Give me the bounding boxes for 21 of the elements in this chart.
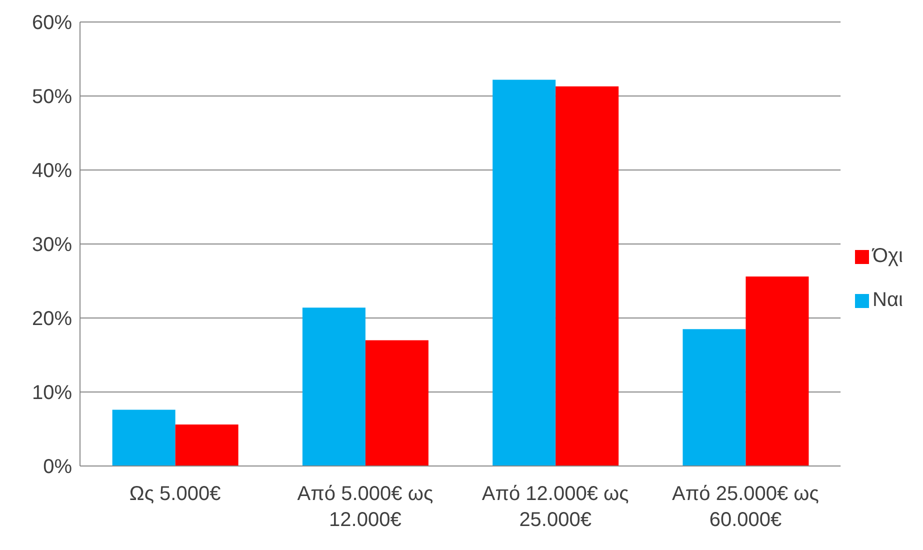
y-tick-label: 30%	[32, 234, 72, 256]
x-tick-label: Από 5.000€ ως 12.000€	[297, 483, 434, 531]
bar	[492, 80, 556, 466]
bar	[746, 276, 809, 466]
y-tick-label: 20%	[32, 308, 72, 330]
bar	[175, 424, 238, 466]
x-tick-label: Ως 5.000€	[129, 483, 221, 505]
x-tick-label: Από 25.000€ ως 60.000€	[672, 483, 820, 531]
y-tick-label: 60%	[32, 12, 72, 34]
bar	[682, 329, 746, 466]
y-tick-label: 40%	[32, 160, 72, 182]
x-tick-label: Από 12.000€ ως 25.000€	[482, 483, 630, 531]
bar	[556, 86, 619, 466]
y-tick-label: 0%	[43, 456, 72, 478]
y-tick-label: 10%	[32, 382, 72, 404]
bar	[112, 410, 176, 466]
bar	[365, 340, 428, 466]
bar	[302, 308, 366, 466]
legend-label: Ναι	[872, 289, 903, 311]
legend-label: Όχι	[872, 245, 903, 267]
y-tick-label: 50%	[32, 86, 72, 108]
